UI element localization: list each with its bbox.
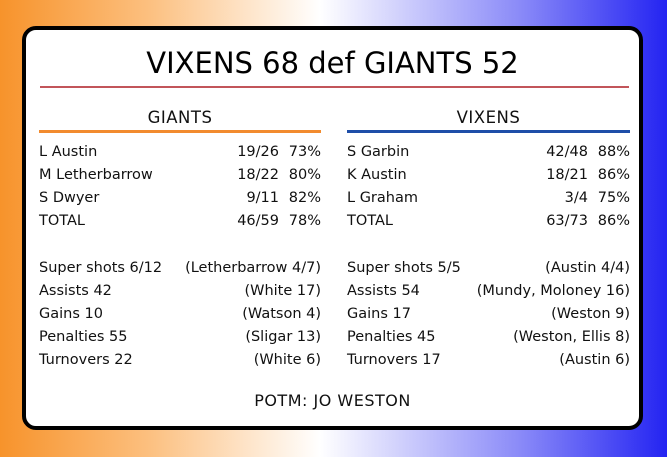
shooter-pct: 82% xyxy=(288,190,321,206)
stat-label: Gains 17 xyxy=(347,306,411,322)
team-column-giants: GIANTS L Austin 19/26 73% M Letherbarrow 18… xyxy=(39,108,321,372)
shooter-row: S Garbin 42/48 88% xyxy=(347,141,630,164)
stat-row: Super shots 5/5 (Austin 4/4) xyxy=(347,257,630,280)
stat-row: Penalties 55 (Sligar 13) xyxy=(39,326,321,349)
shooter-row: S Dwyer 9/11 82% xyxy=(39,187,321,210)
stat-detail: (Weston, Ellis 8) xyxy=(513,329,630,345)
shooter-shots: 42/48 xyxy=(546,144,588,160)
shooter-shots: 18/22 xyxy=(237,167,279,183)
stat-label: Penalties 45 xyxy=(347,329,436,345)
shooter-shots: 18/21 xyxy=(546,167,588,183)
total-pct: 86% xyxy=(597,213,630,229)
shooter-name: L Graham xyxy=(347,190,418,206)
stat-detail: (Letherbarrow 4/7) xyxy=(185,260,321,276)
total-pct: 78% xyxy=(288,213,321,229)
total-row: TOTAL 63/73 86% xyxy=(347,210,630,233)
match-title: VIXENS 68 def GIANTS 52 xyxy=(146,46,519,80)
shooter-name: S Garbin xyxy=(347,144,410,160)
total-shots: 63/73 xyxy=(546,213,588,229)
shooter-pct: 73% xyxy=(288,144,321,160)
shooter-pct: 88% xyxy=(597,144,630,160)
shooter-pct: 86% xyxy=(597,167,630,183)
stat-detail: (Watson 4) xyxy=(242,306,321,322)
shooter-name: L Austin xyxy=(39,144,98,160)
team-divider xyxy=(39,130,321,133)
team-divider xyxy=(347,130,630,133)
stat-detail: (White 17) xyxy=(244,283,321,299)
stat-row: Gains 10 (Watson 4) xyxy=(39,303,321,326)
stat-row: Gains 17 (Weston 9) xyxy=(347,303,630,326)
stat-label: Assists 54 xyxy=(347,283,420,299)
stat-label: Assists 42 xyxy=(39,283,112,299)
stat-row: Turnovers 17 (Austin 6) xyxy=(347,349,630,372)
shooter-row: M Letherbarrow 18/22 80% xyxy=(39,164,321,187)
shooter-pct: 80% xyxy=(288,167,321,183)
player-of-the-match: POTM: JO WESTON xyxy=(254,391,411,410)
stat-row: Assists 42 (White 17) xyxy=(39,280,321,303)
stat-row: Penalties 45 (Weston, Ellis 8) xyxy=(347,326,630,349)
shooter-row: K Austin 18/21 86% xyxy=(347,164,630,187)
stat-detail: (Sligar 13) xyxy=(245,329,321,345)
team-column-vixens: VIXENS S Garbin 42/48 88% K Austin 18/21 86%… xyxy=(347,108,630,372)
shooter-row: L Austin 19/26 73% xyxy=(39,141,321,164)
stat-detail: (Austin 6) xyxy=(559,352,630,368)
stat-detail: (Mundy, Moloney 16) xyxy=(476,283,630,299)
scorecard: VIXENS 68 def GIANTS 52 GIANTS L Austin 1… xyxy=(22,26,643,430)
total-label: TOTAL xyxy=(39,213,85,229)
team-name: GIANTS xyxy=(147,108,213,127)
stat-row: Super shots 6/12 (Letherbarrow 4/7) xyxy=(39,257,321,280)
stat-label: Turnovers 17 xyxy=(347,352,441,368)
stat-detail: (Austin 4/4) xyxy=(545,260,630,276)
shooter-name: S Dwyer xyxy=(39,190,100,206)
stat-label: Turnovers 22 xyxy=(39,352,133,368)
stat-label: Super shots 5/5 xyxy=(347,260,461,276)
title-divider xyxy=(40,86,629,88)
shooter-name: M Letherbarrow xyxy=(39,167,153,183)
shooter-row: L Graham 3/4 75% xyxy=(347,187,630,210)
total-row: TOTAL 46/59 78% xyxy=(39,210,321,233)
section-spacer xyxy=(39,233,321,257)
shooter-name: K Austin xyxy=(347,167,407,183)
stat-label: Penalties 55 xyxy=(39,329,128,345)
shooter-pct: 75% xyxy=(597,190,630,206)
stat-label: Super shots 6/12 xyxy=(39,260,163,276)
stat-row: Assists 54 (Mundy, Moloney 16) xyxy=(347,280,630,303)
shooter-shots: 19/26 xyxy=(237,144,279,160)
stat-detail: (White 6) xyxy=(253,352,321,368)
total-shots: 46/59 xyxy=(237,213,279,229)
stat-detail: (Weston 9) xyxy=(551,306,630,322)
shooter-shots: 9/11 xyxy=(246,190,279,206)
shooter-shots: 3/4 xyxy=(564,190,588,206)
stat-label: Gains 10 xyxy=(39,306,103,322)
section-spacer xyxy=(347,233,630,257)
stat-row: Turnovers 22 (White 6) xyxy=(39,349,321,372)
team-name: VIXENS xyxy=(456,108,521,127)
total-label: TOTAL xyxy=(347,213,393,229)
